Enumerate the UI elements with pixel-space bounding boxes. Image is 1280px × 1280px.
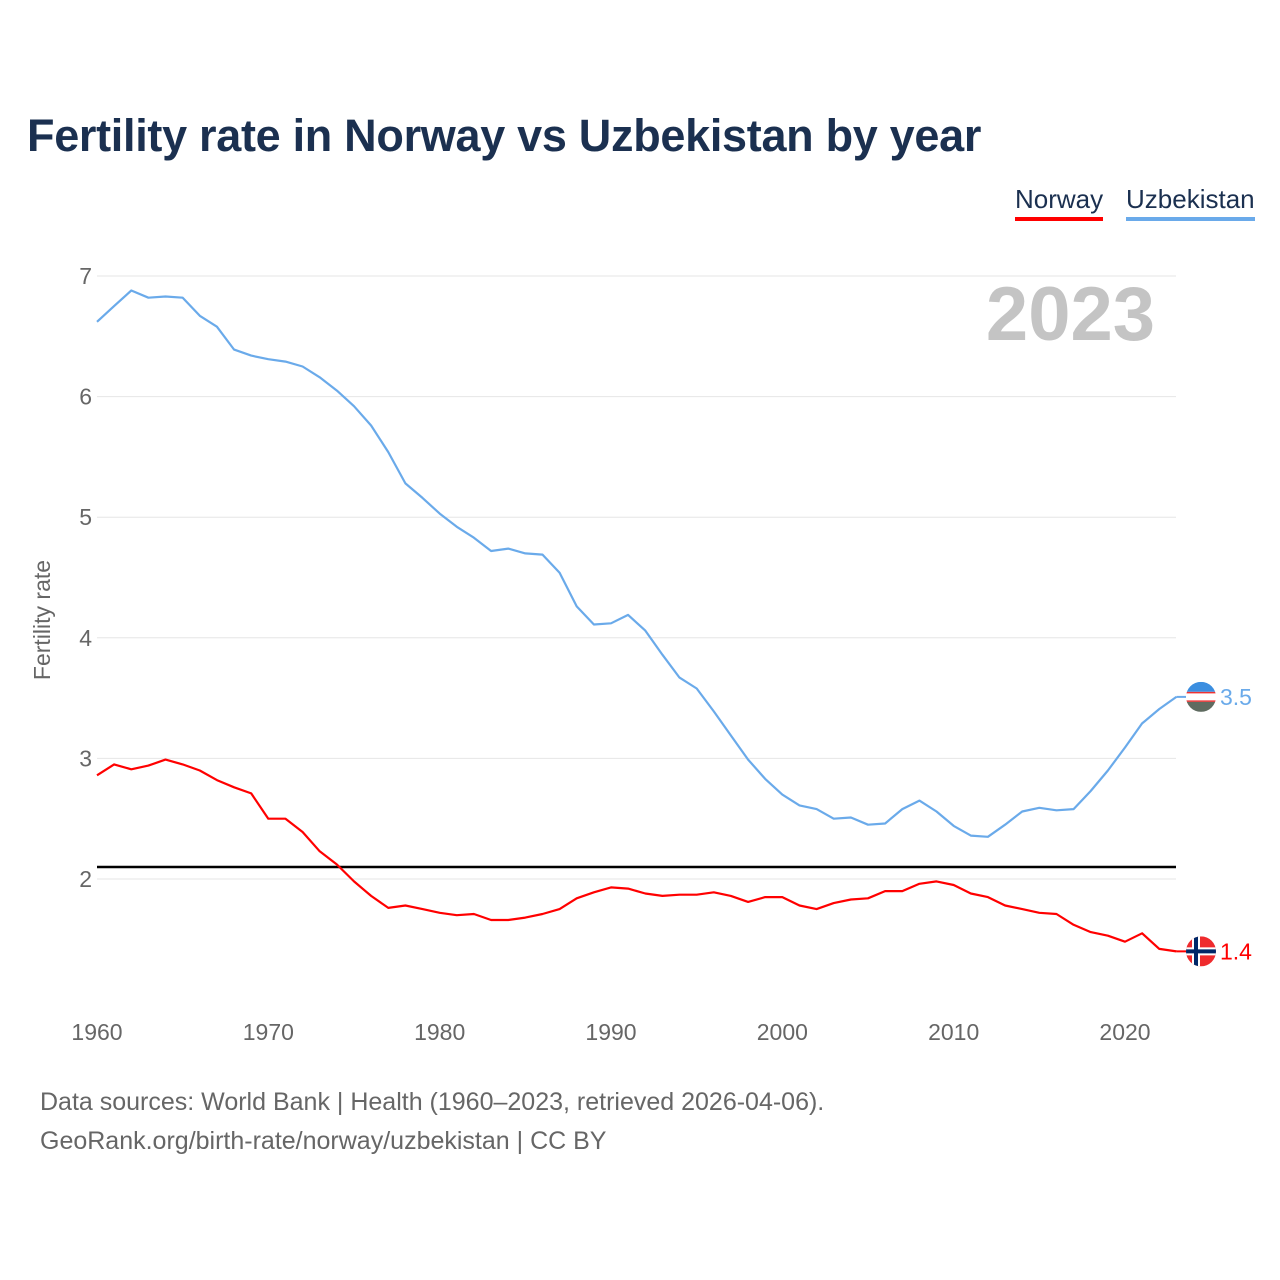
flag-red2 [1186, 700, 1216, 702]
y-tick-label: 5 [79, 504, 92, 530]
series-line-uzbekistan [96, 289, 1178, 838]
flag [1186, 936, 1216, 967]
x-tick-label: 2000 [757, 1019, 808, 1045]
flag-green [1186, 701, 1216, 712]
chart-title: Fertility rate in Norway vs Uzbekistan b… [27, 110, 982, 161]
x-tick-label: 2010 [928, 1019, 979, 1045]
legend-norway[interactable]: Norway [1015, 184, 1104, 221]
flag [1186, 681, 1216, 712]
flag-white [1186, 691, 1216, 702]
x-tick-label: 1980 [414, 1019, 465, 1045]
flag-red1 [1186, 691, 1216, 694]
source-url: GeoRank.org/birth-rate/norway/uzbekistan… [40, 1127, 607, 1155]
end-value-label: 3.5 [1220, 684, 1252, 710]
uzbekistan-flag-icon [1186, 681, 1216, 712]
series-line-norway [96, 758, 1177, 953]
end-value-label: 1.4 [1220, 938, 1252, 964]
legend-uzbekistan[interactable]: Uzbekistan [1126, 184, 1255, 221]
legend-label: Norway [1015, 184, 1104, 221]
flag-blue [1186, 681, 1216, 692]
x-tick-label: 1990 [585, 1019, 636, 1045]
legend-label: Uzbekistan [1126, 184, 1255, 221]
source-line: Data sources: World Bank | Health (1960–… [40, 1088, 825, 1116]
norway-flag-icon [1186, 936, 1216, 967]
y-axis-label: Fertility rate [29, 560, 55, 680]
x-tick-label: 1970 [243, 1019, 294, 1045]
x-tick-label: 2020 [1099, 1019, 1150, 1045]
y-tick-label: 6 [79, 384, 92, 410]
y-tick-label: 3 [79, 745, 92, 771]
x-tick-label: 1960 [71, 1019, 122, 1045]
y-tick-label: 2 [79, 866, 92, 892]
year-label: 2023 [986, 272, 1155, 357]
y-tick-label: 4 [79, 625, 92, 651]
flag-blue-h [1186, 949, 1216, 954]
y-tick-label: 7 [79, 263, 92, 289]
